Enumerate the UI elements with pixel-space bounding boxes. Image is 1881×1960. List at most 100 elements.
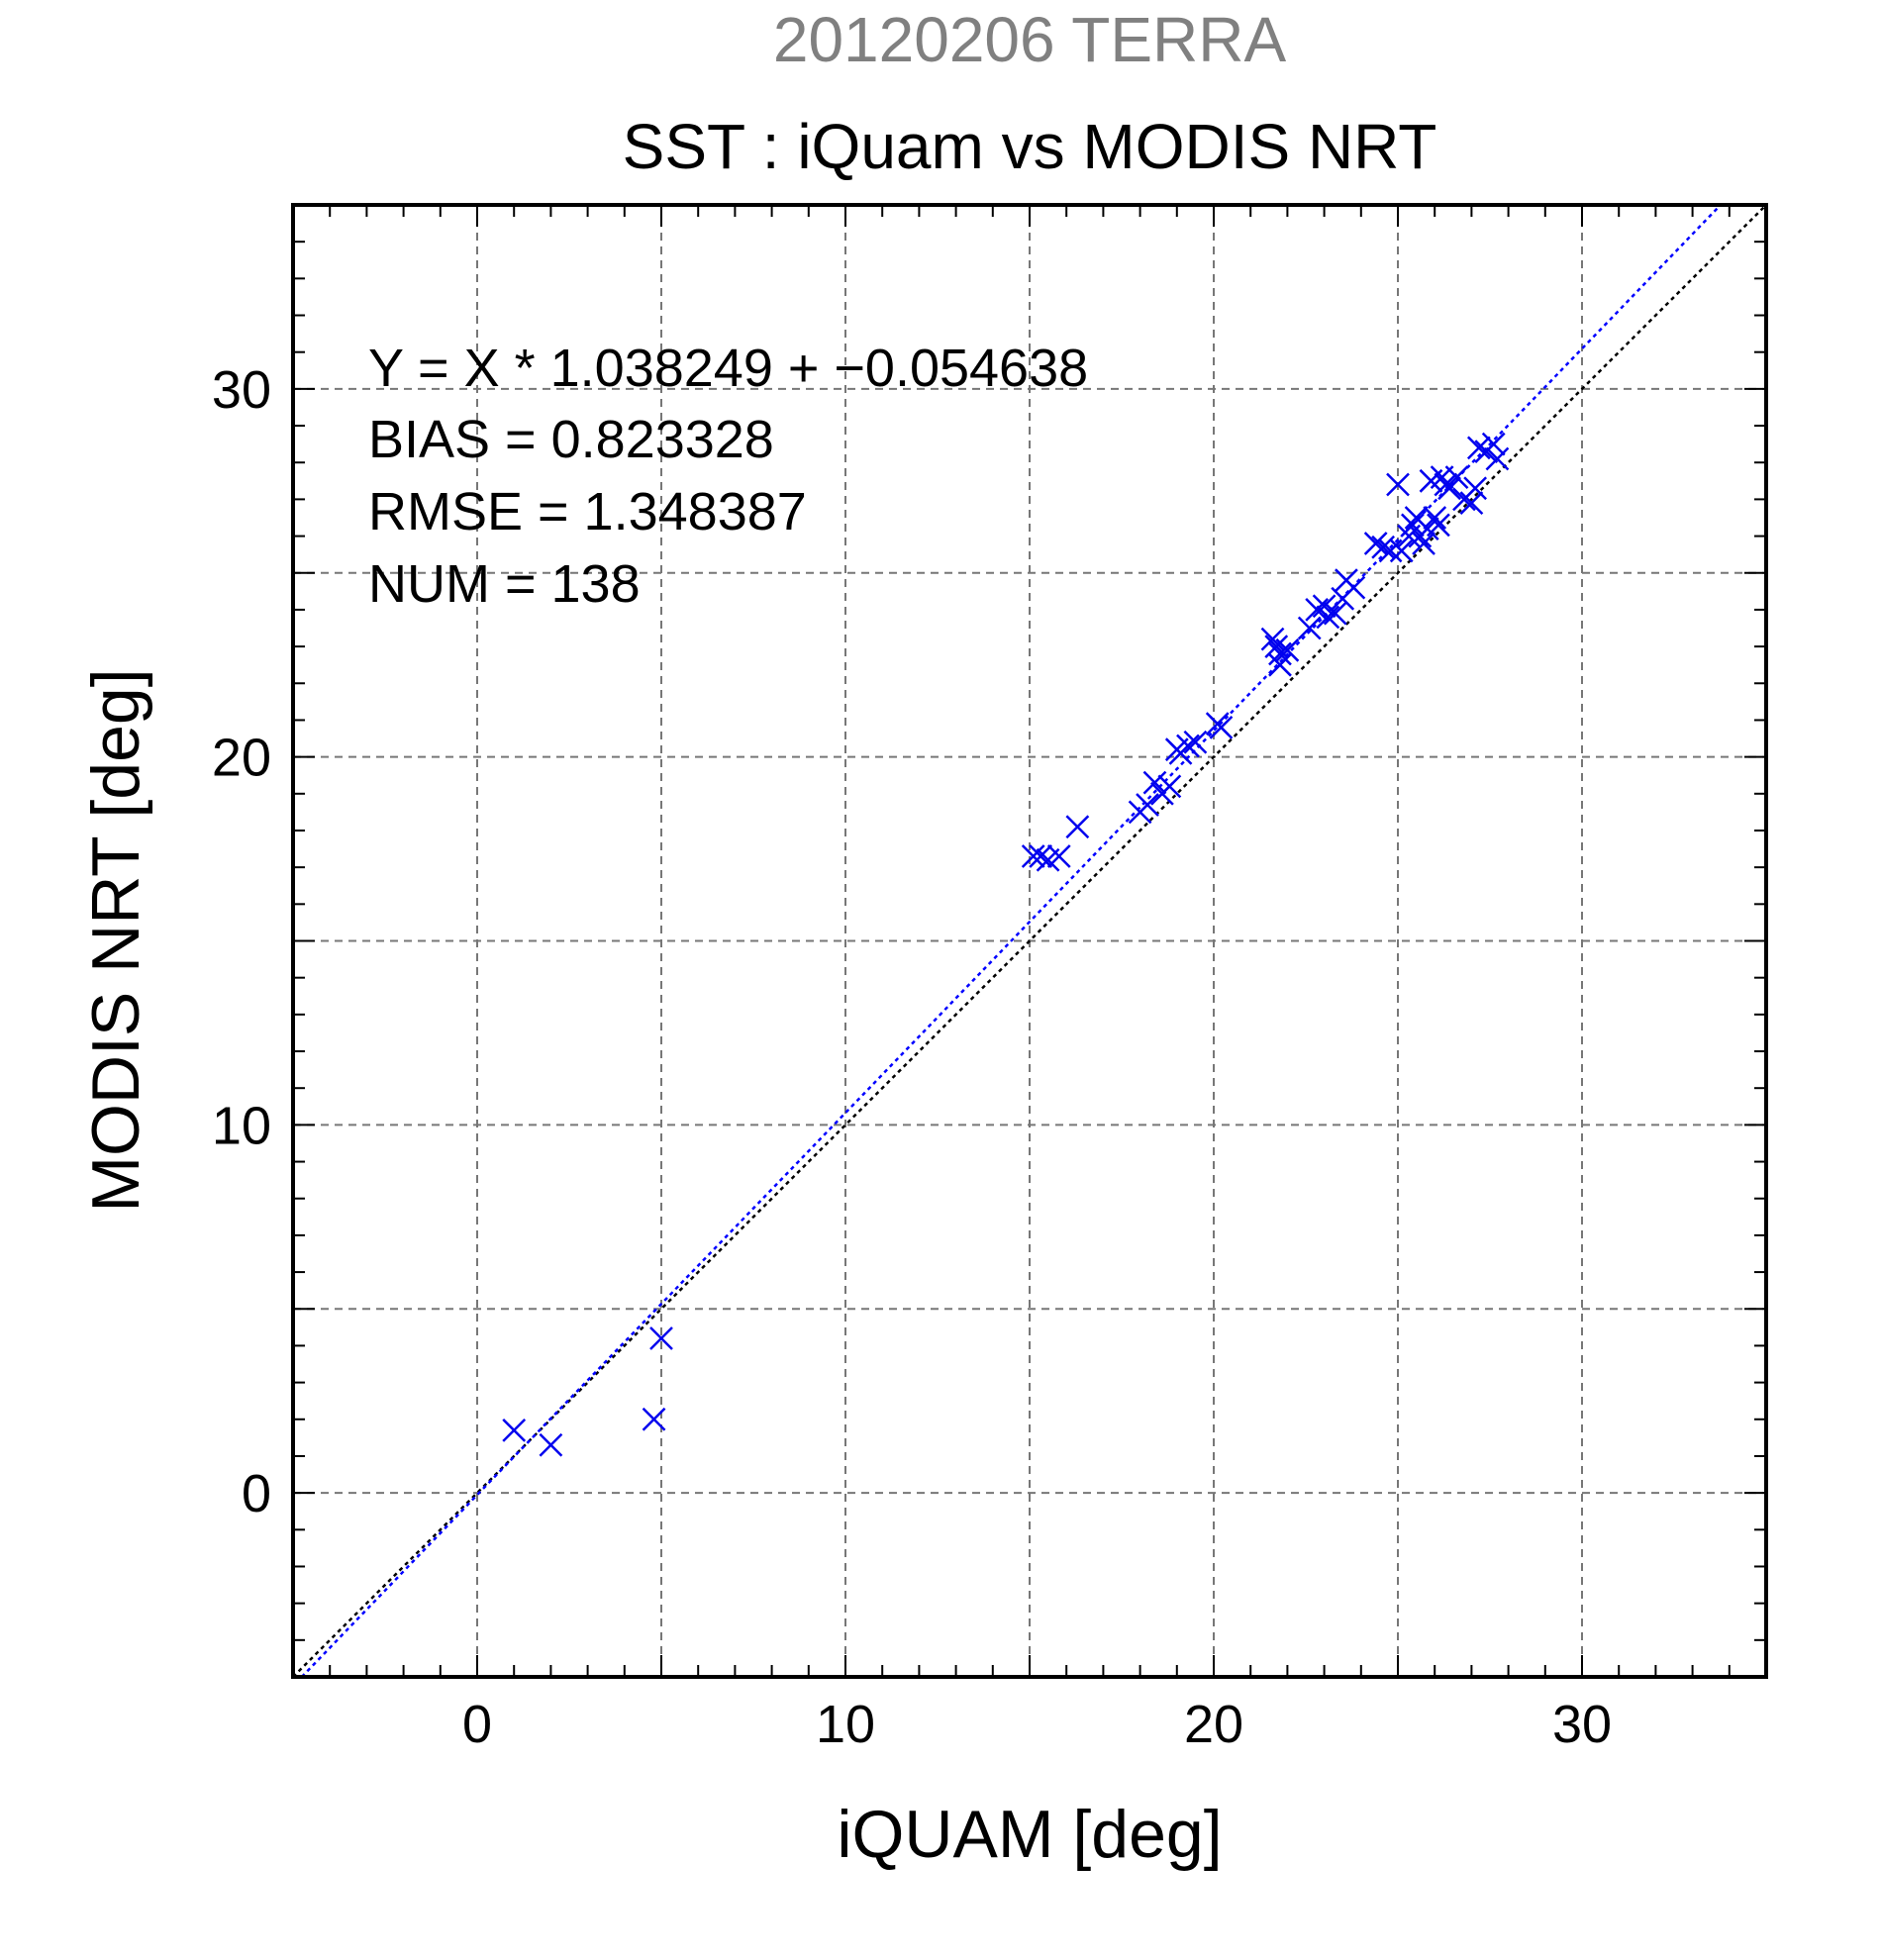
tick-labels: 0 10 20 30 0 10 20 30: [212, 360, 1612, 1754]
x-tick-label: 30: [1552, 1695, 1612, 1754]
data-point-stroke: [1371, 535, 1396, 559]
data-point-stroke: [1297, 616, 1322, 640]
data-point: [649, 1326, 673, 1350]
data-point: [1363, 532, 1388, 555]
data-point: [502, 1419, 527, 1442]
data-point-stroke: [1459, 491, 1484, 516]
data-point: [1341, 575, 1366, 600]
data-point-stroke: [1312, 594, 1336, 619]
data-point: [1444, 465, 1469, 489]
data-point: [1268, 641, 1292, 666]
y-tick-label: 0: [242, 1464, 271, 1523]
data-point: [1463, 476, 1488, 501]
data-point-stroke: [1029, 844, 1053, 868]
y-tick-label: 30: [212, 360, 271, 420]
data-point: [1481, 432, 1506, 456]
data-point-stroke: [1404, 506, 1429, 530]
x-axis-label: iQUAM [deg]: [837, 1797, 1222, 1872]
x-tick-label: 10: [816, 1695, 875, 1754]
data-point: [1021, 844, 1045, 868]
data-point-stroke: [649, 1326, 673, 1350]
y-tick-label: 10: [212, 1096, 271, 1155]
data-point-stroke: [1444, 465, 1469, 489]
data-point-stroke: [1260, 627, 1285, 651]
data-point-stroke: [1021, 844, 1045, 868]
data-point-stroke: [1046, 844, 1071, 868]
data-point-stroke: [1463, 476, 1488, 501]
data-point-stroke: [1341, 575, 1366, 600]
y-axis-label: MODIS NRT [deg]: [78, 668, 153, 1212]
data-point: [1142, 770, 1167, 795]
data-point: [1412, 532, 1436, 555]
data-point-stroke: [1183, 730, 1208, 754]
data-point: [1423, 506, 1447, 530]
data-point: [1029, 844, 1053, 868]
data-point-stroke: [642, 1407, 666, 1431]
data-point: [1136, 793, 1159, 817]
data-point-stroke: [1378, 539, 1403, 563]
data-point: [1183, 730, 1208, 754]
y-tick-label: 20: [212, 729, 271, 788]
data-point-stroke: [1264, 635, 1289, 658]
data-point: [1305, 598, 1330, 622]
x-tick-label: 0: [462, 1695, 492, 1754]
data-point: [1046, 844, 1071, 868]
data-point-stroke: [502, 1419, 527, 1442]
data-point-stroke: [1481, 432, 1506, 456]
data-point: [1427, 513, 1450, 538]
data-point-stroke: [1389, 539, 1414, 563]
data-point: [1297, 616, 1322, 640]
data-point-stroke: [1142, 770, 1167, 795]
data-point: [1176, 734, 1200, 758]
stats-regression: Y = X * 1.038249 + −0.054638: [368, 339, 1088, 398]
stats-bias: BIAS = 0.823328: [368, 410, 774, 469]
data-point: [1268, 652, 1292, 677]
data-point: [1378, 539, 1403, 563]
data-point-stroke: [1437, 476, 1461, 501]
data-point: [1371, 535, 1396, 559]
data-point: [1157, 774, 1182, 799]
stats-num: NUM = 138: [368, 554, 641, 614]
data-point: [539, 1432, 563, 1457]
data-point: [1316, 605, 1340, 630]
data-point-stroke: [1176, 734, 1200, 758]
data-point: [1459, 491, 1484, 516]
x-tick-label: 20: [1184, 1695, 1243, 1754]
data-point-stroke: [1386, 472, 1410, 497]
stats-rmse: RMSE = 1.348387: [368, 482, 807, 541]
data-point-stroke: [1323, 601, 1347, 626]
data-point: [1485, 446, 1510, 471]
data-point-stroke: [1363, 532, 1388, 555]
plot-frame: [291, 203, 1768, 1679]
data-point: [1437, 476, 1461, 501]
data-point-stroke: [1412, 532, 1436, 555]
chart-title: SST : iQuam vs MODIS NRT: [623, 111, 1437, 182]
data-point: [1466, 436, 1491, 460]
data-point-stroke: [1466, 436, 1491, 460]
data-point: [1400, 513, 1425, 538]
data-point: [1386, 472, 1410, 497]
data-point: [1275, 637, 1300, 662]
data-point-stroke: [1427, 513, 1450, 538]
data-point-stroke: [1305, 598, 1330, 622]
data-point-stroke: [1485, 446, 1510, 471]
data-point-stroke: [1157, 774, 1182, 799]
data-point: [1065, 815, 1090, 839]
data-point-stroke: [1316, 605, 1340, 630]
data-point: [1389, 539, 1414, 563]
data-point: [642, 1407, 666, 1431]
data-point-stroke: [1400, 513, 1425, 538]
data-point-stroke: [1065, 815, 1090, 839]
data-point-stroke: [1275, 637, 1300, 662]
data-point-stroke: [1268, 652, 1292, 677]
data-point: [1209, 716, 1234, 739]
data-point: [1323, 601, 1347, 626]
chart-date-title: 20120206 TERRA: [773, 4, 1287, 75]
data-point-stroke: [1136, 793, 1159, 817]
data-points: [502, 432, 1510, 1457]
data-point-stroke: [1268, 641, 1292, 666]
one-to-one-line: [292, 204, 1767, 1678]
data-point-stroke: [539, 1432, 563, 1457]
data-point: [1260, 627, 1285, 651]
